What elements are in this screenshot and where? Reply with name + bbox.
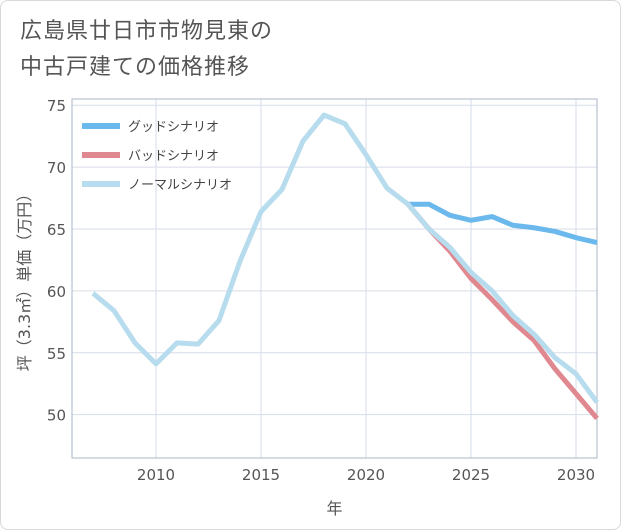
x-axis-label: 年 <box>326 499 342 518</box>
x-tick-label: 2025 <box>452 466 490 484</box>
x-tick-label: 2015 <box>242 466 280 484</box>
series-good-line <box>408 201 598 246</box>
series-layer <box>91 112 600 421</box>
chart-title: 広島県廿日市市物見東の 中古戸建ての価格推移 <box>20 19 274 80</box>
y-axis-label: 坪（3.3㎡）単価（万円） <box>15 186 34 371</box>
x-tick-label: 2030 <box>557 466 595 484</box>
y-tick-label: 65 <box>47 221 66 239</box>
x-tick-label: 2020 <box>347 466 385 484</box>
plot-border <box>71 98 598 459</box>
grid <box>72 99 597 458</box>
legend-good-label: グッドシナリオ <box>128 120 219 135</box>
y-tick-label: 60 <box>47 283 66 301</box>
x-tick-label: 2010 <box>137 466 175 484</box>
legend-normal-label: ノーマルシナリオ <box>128 178 232 193</box>
tick-labels: 50 55 60 65 70 75 2010 2015 2020 2025 2030 <box>47 97 595 484</box>
legend-bad-label: バッドシナリオ <box>128 149 219 164</box>
y-tick-label: 50 <box>47 407 66 425</box>
y-tick-label: 55 <box>47 345 66 363</box>
y-tick-label: 70 <box>47 159 66 177</box>
series-normal-line <box>91 112 600 404</box>
y-tick-label: 75 <box>47 97 66 115</box>
